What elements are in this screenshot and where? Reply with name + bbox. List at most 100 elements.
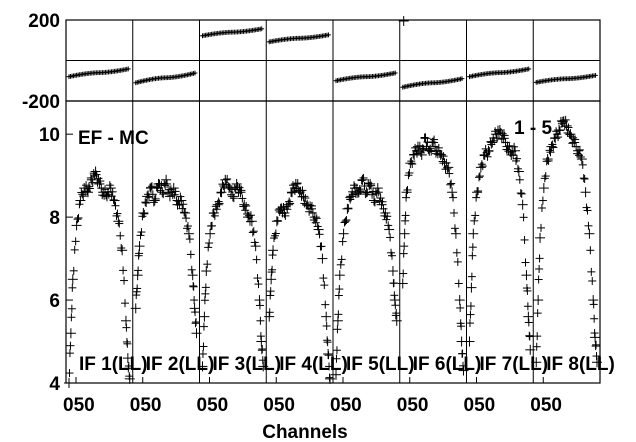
bottom-point <box>142 191 153 202</box>
bottom-point <box>317 253 328 264</box>
bottom-point <box>331 369 341 380</box>
bottom-point <box>439 152 448 161</box>
bottom-point <box>576 152 585 161</box>
bottom-point <box>250 241 261 252</box>
bottom-point <box>180 208 189 217</box>
bottom-point <box>408 160 417 169</box>
top-point <box>125 66 131 72</box>
bottom-point <box>176 192 185 201</box>
bottom-series-4 <box>264 178 335 384</box>
bottom-point <box>387 266 398 277</box>
bottom-point <box>580 187 591 198</box>
bottom-point <box>449 193 458 202</box>
bottom-point <box>255 301 264 310</box>
bottom-point <box>96 177 105 186</box>
bottom-series-2 <box>130 174 202 339</box>
bottom-point <box>254 280 263 289</box>
bottom-point <box>147 182 156 191</box>
bottom-point <box>203 260 212 269</box>
bottom-point <box>120 276 129 285</box>
bottom-point <box>183 222 192 231</box>
bottom-point <box>157 187 168 198</box>
bottom-point <box>442 158 451 167</box>
bottom-point <box>141 198 150 207</box>
bottom-point <box>431 142 440 151</box>
if-label-5: IF 5(LL) <box>346 354 415 375</box>
if-label-2: IF 2(LL) <box>146 354 215 375</box>
bottom-point <box>336 260 345 269</box>
bottom-point <box>399 249 408 258</box>
bottom-point <box>149 195 160 206</box>
bottom-point <box>501 138 510 147</box>
bottom-point <box>123 339 132 348</box>
bottom-point <box>587 267 596 276</box>
bottom-point <box>389 279 398 288</box>
bottom-point <box>79 192 88 201</box>
bottom-point <box>321 311 332 322</box>
bottom-point <box>450 228 461 239</box>
bottom-point <box>324 351 333 360</box>
bottom-point <box>510 142 519 151</box>
bottom-point <box>204 243 213 252</box>
bottom-point <box>266 287 275 296</box>
bottom-point <box>445 169 454 178</box>
bottom-y-tick-label: 4 <box>49 374 60 395</box>
bottom-point <box>111 201 120 210</box>
top-series-2 <box>133 70 198 86</box>
bottom-point <box>199 342 208 351</box>
bottom-y-tick-label: 6 <box>49 291 60 312</box>
bottom-point <box>536 223 545 232</box>
top-point <box>593 72 598 78</box>
bottom-point <box>391 315 402 326</box>
bottom-point <box>271 229 280 238</box>
bottom-point <box>67 304 76 313</box>
bottom-point <box>319 274 328 283</box>
bottom-point <box>198 349 207 358</box>
top-y-tick-label: 200 <box>28 11 60 32</box>
bottom-point <box>464 336 475 347</box>
bottom-point <box>201 283 210 292</box>
bottom-point <box>567 132 576 141</box>
bottom-point <box>271 216 282 227</box>
bottom-point <box>256 336 267 347</box>
bottom-point <box>133 284 142 293</box>
bottom-point <box>140 209 149 218</box>
bottom-point <box>517 199 528 210</box>
bottom-point <box>191 328 202 339</box>
bottom-point <box>483 152 492 161</box>
axis-ticks <box>66 19 544 384</box>
bottom-point <box>187 270 198 281</box>
top-point <box>459 76 465 82</box>
bottom-point <box>516 189 525 198</box>
bottom-point <box>538 183 549 194</box>
bottom-point <box>192 318 201 327</box>
bottom-point <box>355 185 364 194</box>
bottom-point <box>544 156 553 165</box>
x-tick-label: 050 <box>130 395 162 416</box>
bottom-point <box>537 203 546 212</box>
bottom-point <box>546 141 557 152</box>
x-tick-label: 050 <box>397 395 429 416</box>
bottom-point <box>124 361 133 370</box>
bottom-point <box>404 171 413 180</box>
bottom-point <box>525 344 536 355</box>
bottom-point <box>187 265 196 274</box>
bottom-point <box>210 211 219 220</box>
bottom-point <box>378 197 387 206</box>
bottom-point <box>572 142 581 151</box>
bottom-point <box>171 187 180 196</box>
top-point <box>192 70 198 76</box>
bottom-point <box>163 179 172 188</box>
bottom-point <box>512 154 521 163</box>
bottom-point <box>180 207 191 218</box>
bottom-point <box>233 182 242 191</box>
bottom-point <box>134 266 143 275</box>
bottom-point <box>161 174 172 185</box>
bottom-point <box>549 143 558 152</box>
bottom-point <box>535 264 544 273</box>
bottom-point <box>138 207 149 218</box>
bottom-point <box>256 316 265 325</box>
bottom-point <box>388 251 397 260</box>
top-outlier-point <box>398 16 409 27</box>
bottom-point <box>468 228 479 239</box>
